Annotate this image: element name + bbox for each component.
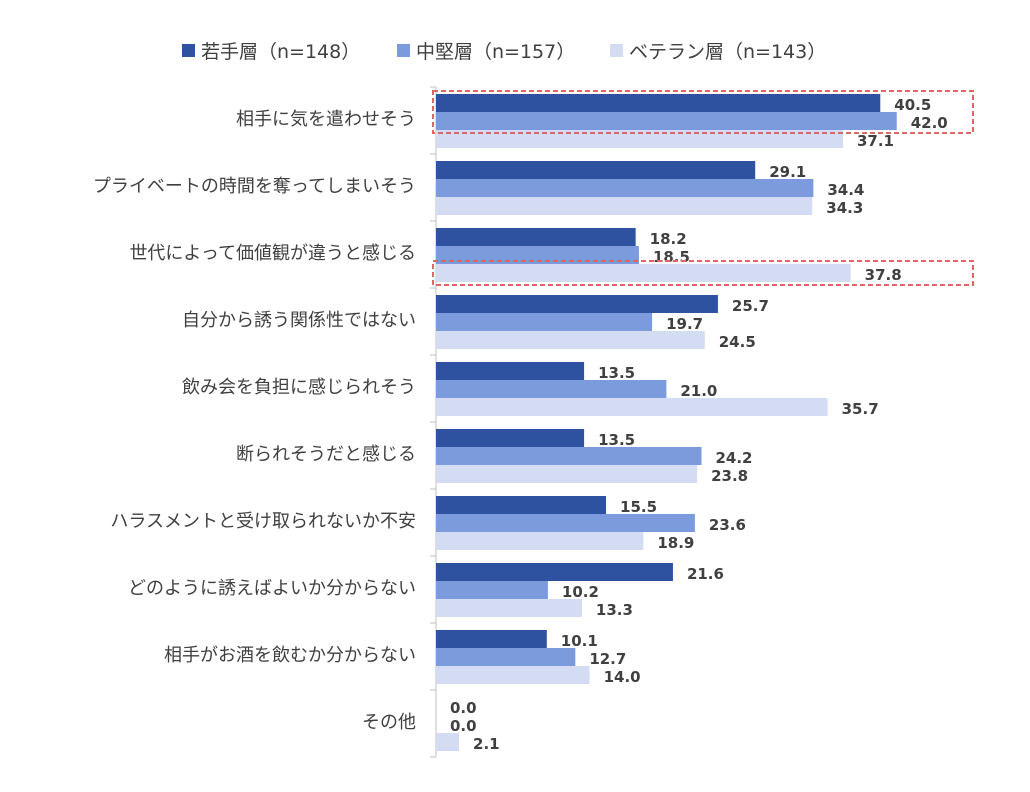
- legend: 若手層（n=148） 中堅層（n=157） ベテラン層（n=143）: [182, 41, 826, 63]
- bar: [436, 197, 813, 215]
- bar: [436, 112, 897, 130]
- bar: [436, 130, 843, 148]
- highlight-box: [432, 260, 974, 286]
- data-label: 12.7: [589, 650, 626, 668]
- bar: [436, 666, 590, 684]
- bar: [436, 295, 718, 313]
- category-label: 相手がお酒を飲むか分からない: [164, 645, 416, 666]
- bar: [436, 228, 636, 246]
- data-label: 10.1: [561, 632, 598, 650]
- category-label: 飲み会を負担に感じられそう: [182, 377, 416, 398]
- bars: [436, 94, 897, 751]
- bar: [436, 496, 607, 514]
- legend-label: 若手層（n=148）: [201, 41, 360, 63]
- data-label: 23.8: [711, 467, 748, 485]
- bar: [436, 264, 851, 282]
- legend-swatch: [610, 44, 623, 57]
- bar: [436, 179, 814, 197]
- bar: [436, 581, 548, 599]
- category-label: その他: [362, 712, 416, 733]
- data-label: 37.8: [865, 266, 902, 284]
- bar: [436, 246, 639, 264]
- data-label: 13.5: [598, 431, 635, 449]
- bar: [436, 514, 695, 532]
- data-label: 18.5: [653, 248, 690, 266]
- data-label: 25.7: [732, 297, 769, 315]
- category-label: 断られそうだと感じる: [236, 444, 416, 465]
- category-label: プライベートの時間を奪ってしまいそう: [93, 176, 416, 197]
- bar: [436, 429, 585, 447]
- category-label: どのように誘えばよいか分からない: [128, 578, 416, 599]
- data-label: 18.9: [657, 534, 694, 552]
- bar: [436, 362, 585, 380]
- category-label: 世代によって価値観が違うと感じる: [129, 243, 416, 264]
- data-label: 0.0: [450, 717, 477, 735]
- data-label: 29.1: [769, 163, 806, 181]
- category-label: ハラスメントと受け取られないか不安: [110, 511, 416, 532]
- data-label: 14.0: [604, 668, 641, 686]
- bar: [436, 648, 576, 666]
- category-label: 自分から誘う関係性ではない: [182, 310, 416, 331]
- bar: [436, 398, 828, 416]
- data-label: 10.2: [562, 583, 599, 601]
- data-label: 34.4: [827, 181, 864, 199]
- legend-swatch: [397, 44, 410, 57]
- data-label: 34.3: [826, 199, 863, 217]
- data-label: 15.5: [620, 498, 657, 516]
- bar: [436, 331, 705, 349]
- bar: [436, 630, 547, 648]
- legend-label: 中堅層（n=157）: [416, 41, 575, 63]
- category-labels: 相手に気を遣わせそうプライベートの時間を奪ってしまいそう世代によって価値観が違う…: [93, 109, 416, 733]
- bar: [436, 733, 460, 751]
- data-label: 35.7: [842, 400, 879, 418]
- data-label: 18.2: [650, 230, 687, 248]
- category-label: 相手に気を遣わせそう: [236, 109, 416, 130]
- data-label: 21.0: [680, 382, 717, 400]
- legend-swatch: [182, 44, 195, 57]
- data-label: 37.1: [857, 132, 894, 150]
- data-label: 13.3: [596, 601, 633, 619]
- bar: [436, 599, 582, 617]
- bar: [436, 94, 881, 112]
- y-axis: [430, 86, 437, 758]
- data-label: 19.7: [666, 315, 703, 333]
- data-label: 2.1: [473, 735, 500, 753]
- data-label: 42.0: [911, 114, 948, 132]
- bar: [436, 447, 702, 465]
- data-label: 24.2: [715, 449, 752, 467]
- highlight-box: [432, 90, 974, 134]
- data-label: 0.0: [450, 699, 477, 717]
- bar: [436, 563, 673, 581]
- bar: [436, 465, 698, 483]
- legend-label: ベテラン層（n=143）: [629, 41, 826, 63]
- data-label: 23.6: [709, 516, 746, 534]
- data-label: 13.5: [598, 364, 635, 382]
- value-labels: 40.542.0 37.1 29.1 34.434.3 18.218.5 37.8 25.7…: [450, 96, 948, 753]
- bar: [436, 161, 756, 179]
- bar: [436, 380, 667, 398]
- highlight-boxes: [432, 90, 974, 286]
- bar: [436, 313, 653, 331]
- data-label: 40.5: [894, 96, 931, 114]
- bar: [436, 532, 644, 550]
- data-label: 24.5: [719, 333, 756, 351]
- data-label: 21.6: [687, 565, 724, 583]
